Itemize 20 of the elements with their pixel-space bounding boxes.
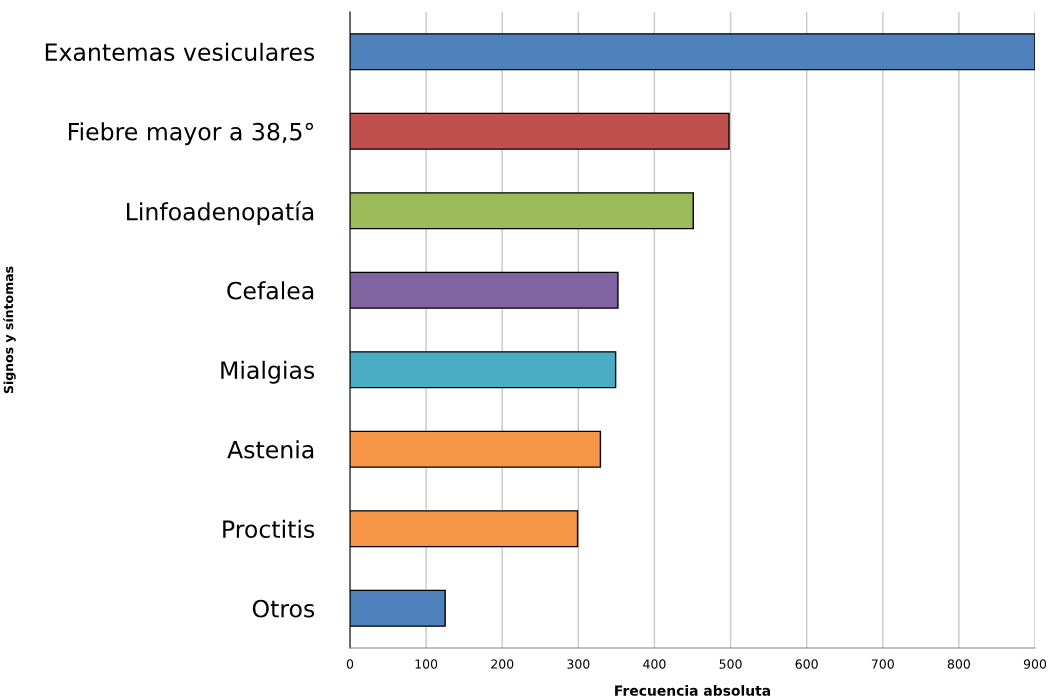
y-axis-title: Signos y síntomas [3, 266, 16, 394]
x-tick-label: 500 [719, 659, 742, 669]
y-tick-label: Fiebre mayor a 38,5° [68, 122, 314, 146]
x-tick-label: 600 [795, 659, 818, 669]
x-tick-label: 300 [567, 659, 590, 669]
x-tick-label: 900 [1023, 659, 1047, 669]
y-tick-label: Astenia [227, 440, 314, 459]
x-tick-label: 400 [643, 659, 666, 669]
y-tick-label: Otros [252, 599, 315, 618]
y-tick-label: Proctitis [223, 519, 315, 539]
x-tick-label: 700 [871, 659, 894, 669]
x-axis-title: Frecuencia absoluta [615, 685, 771, 696]
x-tick-label: 800 [947, 659, 970, 669]
x-tick-label: 200 [491, 659, 514, 669]
y-tick-label: Mialgias [221, 360, 315, 384]
y-tick-label: Exantemas vesiculares [45, 42, 315, 62]
y-tick-label: Linfoadenopatía [127, 201, 314, 226]
x-tick-label: 100 [415, 659, 438, 669]
x-tick-label: 0 [346, 659, 354, 669]
y-tick-label: Cefalea [227, 281, 314, 300]
